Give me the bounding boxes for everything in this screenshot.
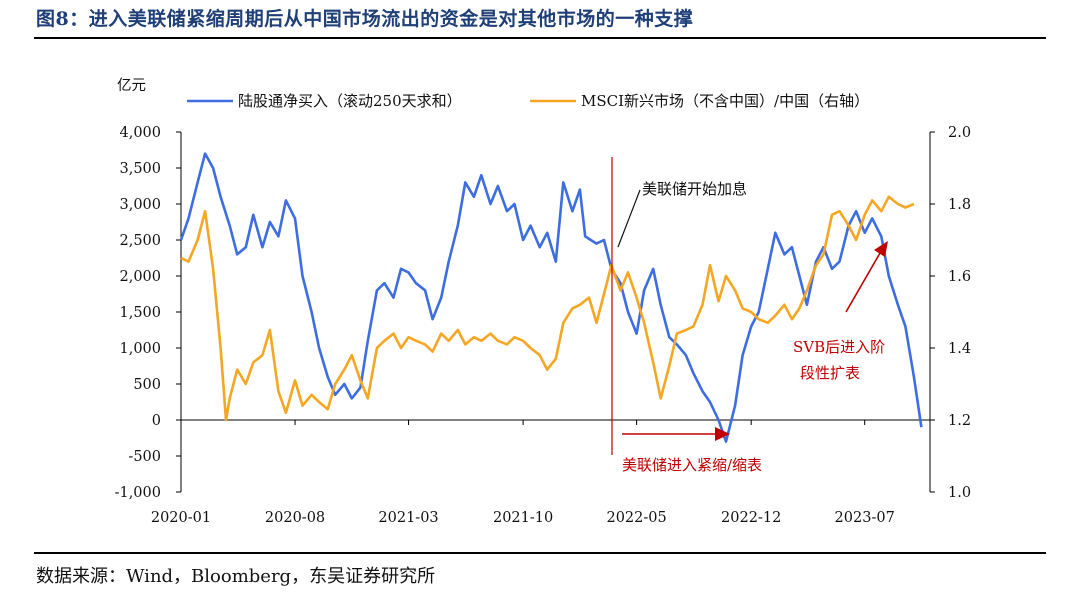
right-axis-tick-label: 1.0 — [948, 485, 971, 501]
left-axis-tick-label: -1,000 — [115, 485, 161, 501]
svb-arrow-shaft — [845, 252, 881, 313]
svb-arrow-head — [874, 241, 888, 257]
source-note: 数据来源：Wind，Bloomberg，东吴证券研究所 — [36, 566, 436, 587]
x-axis-tick-label: 2022-12 — [721, 510, 781, 526]
fed-hike-label: 美联储开始加息 — [642, 180, 747, 198]
x-axis-tick-label: 2022-05 — [606, 510, 666, 526]
tightening-label: 美联储进入紧缩/缩表 — [622, 456, 762, 474]
chart-axes: 4,000 3,500 3,000 2,500 2,000 1,500 1,000 500 0 -… — [115, 77, 971, 526]
x-axis-tick-label: 2021-10 — [493, 510, 553, 526]
right-axis-tick-label: 1.2 — [948, 413, 971, 429]
series-line-northbound-flow — [179, 152, 923, 443]
legend-label-northbound-flow: 陆股通净买入（滚动250天求和） — [238, 92, 462, 110]
x-axis-tick-label: 2023-07 — [835, 510, 895, 526]
left-axis-tick-label: -500 — [128, 449, 161, 465]
left-axis-tick-label: 1,000 — [119, 341, 161, 357]
left-axis-unit: 亿元 — [117, 77, 146, 94]
left-axis-tick-label: 3,000 — [119, 197, 161, 213]
svb-label-line1: SVB后进入阶 — [793, 338, 885, 356]
left-axis-tick-label: 0 — [152, 413, 161, 429]
legend-label-em-china-ratio: MSCI新兴市场（不含中国）/中国（右轴） — [581, 92, 869, 110]
left-axis-tick-label: 1,500 — [119, 305, 161, 321]
svb-label-line2: 段性扩表 — [800, 364, 860, 382]
tightening-arrow-head — [715, 427, 730, 441]
series-line-em-china-ratio — [180, 195, 915, 422]
x-axis-tick-label: 2020-08 — [265, 510, 325, 526]
x-axis-tick-label: 2020-01 — [151, 510, 211, 526]
left-axis-tick-label: 3,500 — [119, 161, 161, 177]
x-axis-tick-label: 2021-03 — [378, 510, 438, 526]
left-axis-tick-label: 2,500 — [119, 233, 161, 249]
line-chart: 4,000 3,500 3,000 2,500 2,000 1,500 1,000 500 0 -… — [115, 77, 971, 526]
right-axis-tick-label: 1.4 — [948, 341, 971, 357]
bottom-rule — [34, 552, 1046, 554]
right-axis-tick-label: 1.8 — [948, 197, 971, 213]
chart-series — [179, 152, 923, 443]
fed-hike-pointer — [617, 189, 641, 248]
figure-title: 图8：进入美联储紧缩周期后从中国市场流出的资金是对其他市场的一种支撑 — [36, 8, 694, 30]
left-axis-tick-label: 4,000 — [119, 125, 161, 141]
top-rule — [34, 37, 1046, 39]
right-axis-tick-label: 1.6 — [948, 269, 971, 285]
chart-legend: 陆股通净买入（滚动250天求和） MSCI新兴市场（不含中国）/中国（右轴） — [187, 92, 869, 110]
right-axis-tick-label: 2.0 — [948, 125, 971, 141]
left-axis-tick-label: 2,000 — [119, 269, 161, 285]
left-axis-tick-label: 500 — [133, 377, 161, 393]
